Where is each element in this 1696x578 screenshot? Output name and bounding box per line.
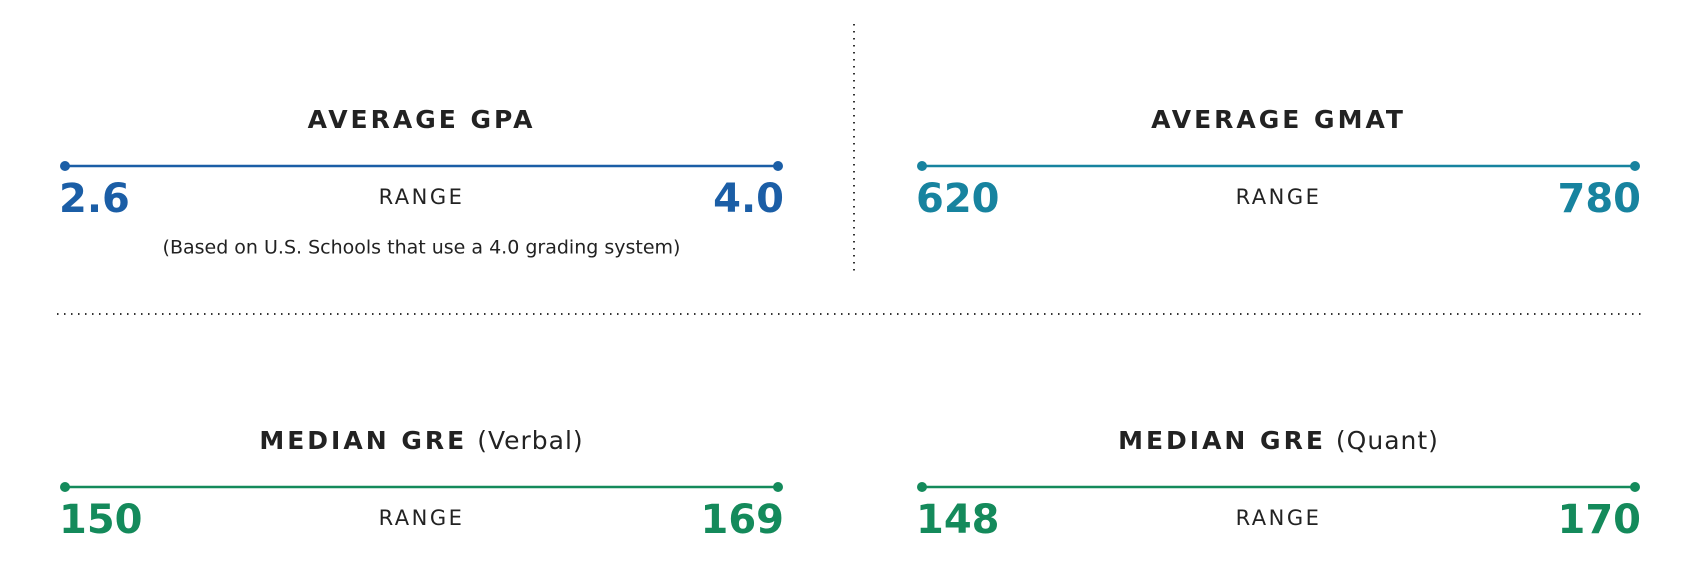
title-subtitle: (Verbal): [477, 426, 583, 455]
panel-title: MEDIAN GRE (Quant): [1118, 426, 1439, 455]
stat-panel: AVERAGE GPA 2.6 4.0 RANGE (Based on U.S. Sch…: [59, 105, 784, 259]
stat-panel: MEDIAN GRE (Verbal) 150 169 RANGE: [59, 426, 784, 543]
range-min: 2.6: [59, 176, 130, 222]
range-max: 780: [1558, 176, 1642, 222]
panel-title: MEDIAN GRE (Verbal): [259, 426, 583, 455]
title-subtitle: (Quant): [1336, 426, 1439, 455]
range-label: RANGE: [1236, 185, 1322, 209]
range-max: 170: [1558, 497, 1642, 543]
range-max: 4.0: [713, 176, 784, 222]
range-dot: [917, 482, 927, 492]
panel-note: (Based on U.S. Schools that use a 4.0 gr…: [163, 237, 681, 259]
range-dot: [773, 482, 783, 492]
range-max: 169: [701, 497, 785, 543]
panel-title: AVERAGE GMAT: [1151, 105, 1406, 134]
stat-panel: MEDIAN GRE (Quant) 148 170 RANGE: [916, 426, 1641, 543]
range-min: 620: [916, 176, 1000, 222]
range-dot: [1630, 482, 1640, 492]
range-min: 150: [59, 497, 143, 543]
range-label: RANGE: [379, 506, 465, 530]
title-text: MEDIAN GRE: [1118, 426, 1326, 455]
range-dot: [60, 482, 70, 492]
range-dot: [773, 161, 783, 171]
panel-title: AVERAGE GPA: [308, 105, 536, 134]
range-dot: [60, 161, 70, 171]
title-text: AVERAGE GMAT: [1151, 105, 1406, 134]
range-dot: [1630, 161, 1640, 171]
range-label: RANGE: [1236, 506, 1322, 530]
range-min: 148: [916, 497, 1000, 543]
stat-panel: AVERAGE GMAT 620 780 RANGE: [916, 105, 1641, 222]
range-label: RANGE: [379, 185, 465, 209]
range-dot: [917, 161, 927, 171]
title-text: MEDIAN GRE: [259, 426, 467, 455]
title-text: AVERAGE GPA: [308, 105, 536, 134]
